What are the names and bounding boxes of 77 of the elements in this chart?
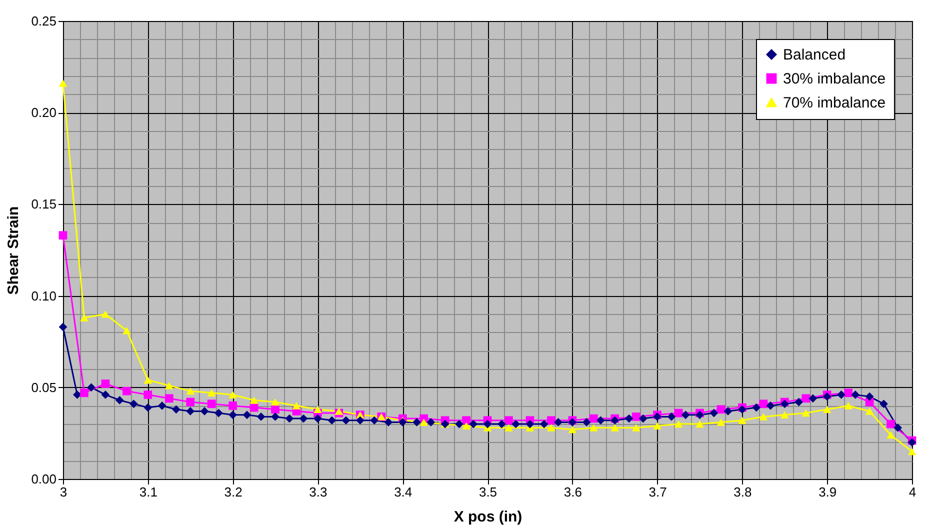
point [164,394,174,403]
point [865,408,874,415]
point [314,406,322,414]
point [334,408,344,415]
point [632,412,640,421]
point [546,424,556,432]
point [802,409,810,417]
point [271,398,280,406]
x-tick-label: 4 [908,484,916,500]
x-tick-label: 3.3 [309,484,328,500]
y-tick-label: 0.05 [31,380,56,395]
point [462,422,470,430]
x-tick-label: 3.7 [648,484,667,500]
point [271,405,280,414]
x-tick-label: 3 [60,484,68,500]
point [738,416,746,424]
y-tick-label: 0.00 [31,472,56,486]
x-tick-label: 3.5 [478,484,498,500]
point [610,424,620,432]
x-tick-label: 3.2 [224,484,242,500]
point [589,424,598,432]
y-tick-label: 0.20 [31,105,56,120]
point [886,420,895,428]
point [122,326,131,334]
x-tick-label: 3.9 [818,484,837,500]
legend-label: 30% imbalance [783,70,886,88]
point [144,376,152,384]
point [822,406,832,414]
y-axis-title: Shear Strain [5,206,22,295]
x-axis-title: X pos (in) [454,508,522,526]
point [420,418,428,426]
point [653,422,662,430]
point [844,388,853,398]
point [632,424,640,432]
point [696,420,704,428]
point [144,390,152,399]
point [886,431,895,439]
x-tick-label: 3.6 [564,484,582,500]
y-tick-label: 0.15 [31,196,56,212]
y-tick-label: 0.10 [31,288,56,304]
point [546,416,556,425]
point [80,314,88,322]
point [568,426,577,434]
point [780,411,789,419]
point [716,405,726,414]
point [504,416,513,425]
x-tick-label: 3.1 [139,484,158,500]
point [674,420,683,428]
point [80,388,88,398]
point [589,414,598,423]
point [908,448,916,456]
point [802,394,810,403]
point [759,400,768,408]
point [228,391,237,398]
point [186,387,195,395]
point [207,400,216,408]
point [844,402,853,410]
legend-label: Balanced [783,46,846,64]
point [250,396,258,404]
legend-label: 70% imbalance [783,94,886,112]
point [101,310,110,318]
point [759,413,768,420]
point [716,418,726,426]
point [207,389,216,397]
y-tick-label: 0.25 [31,14,56,28]
point [504,424,513,432]
point [122,386,131,396]
point [58,231,68,240]
point [292,402,301,410]
point [58,80,68,87]
point [164,382,174,390]
point [462,416,470,425]
x-tick-label: 3.8 [734,484,752,500]
point [101,380,110,388]
point [228,402,237,410]
point [186,398,195,406]
x-tick-label: 3.4 [394,484,412,500]
